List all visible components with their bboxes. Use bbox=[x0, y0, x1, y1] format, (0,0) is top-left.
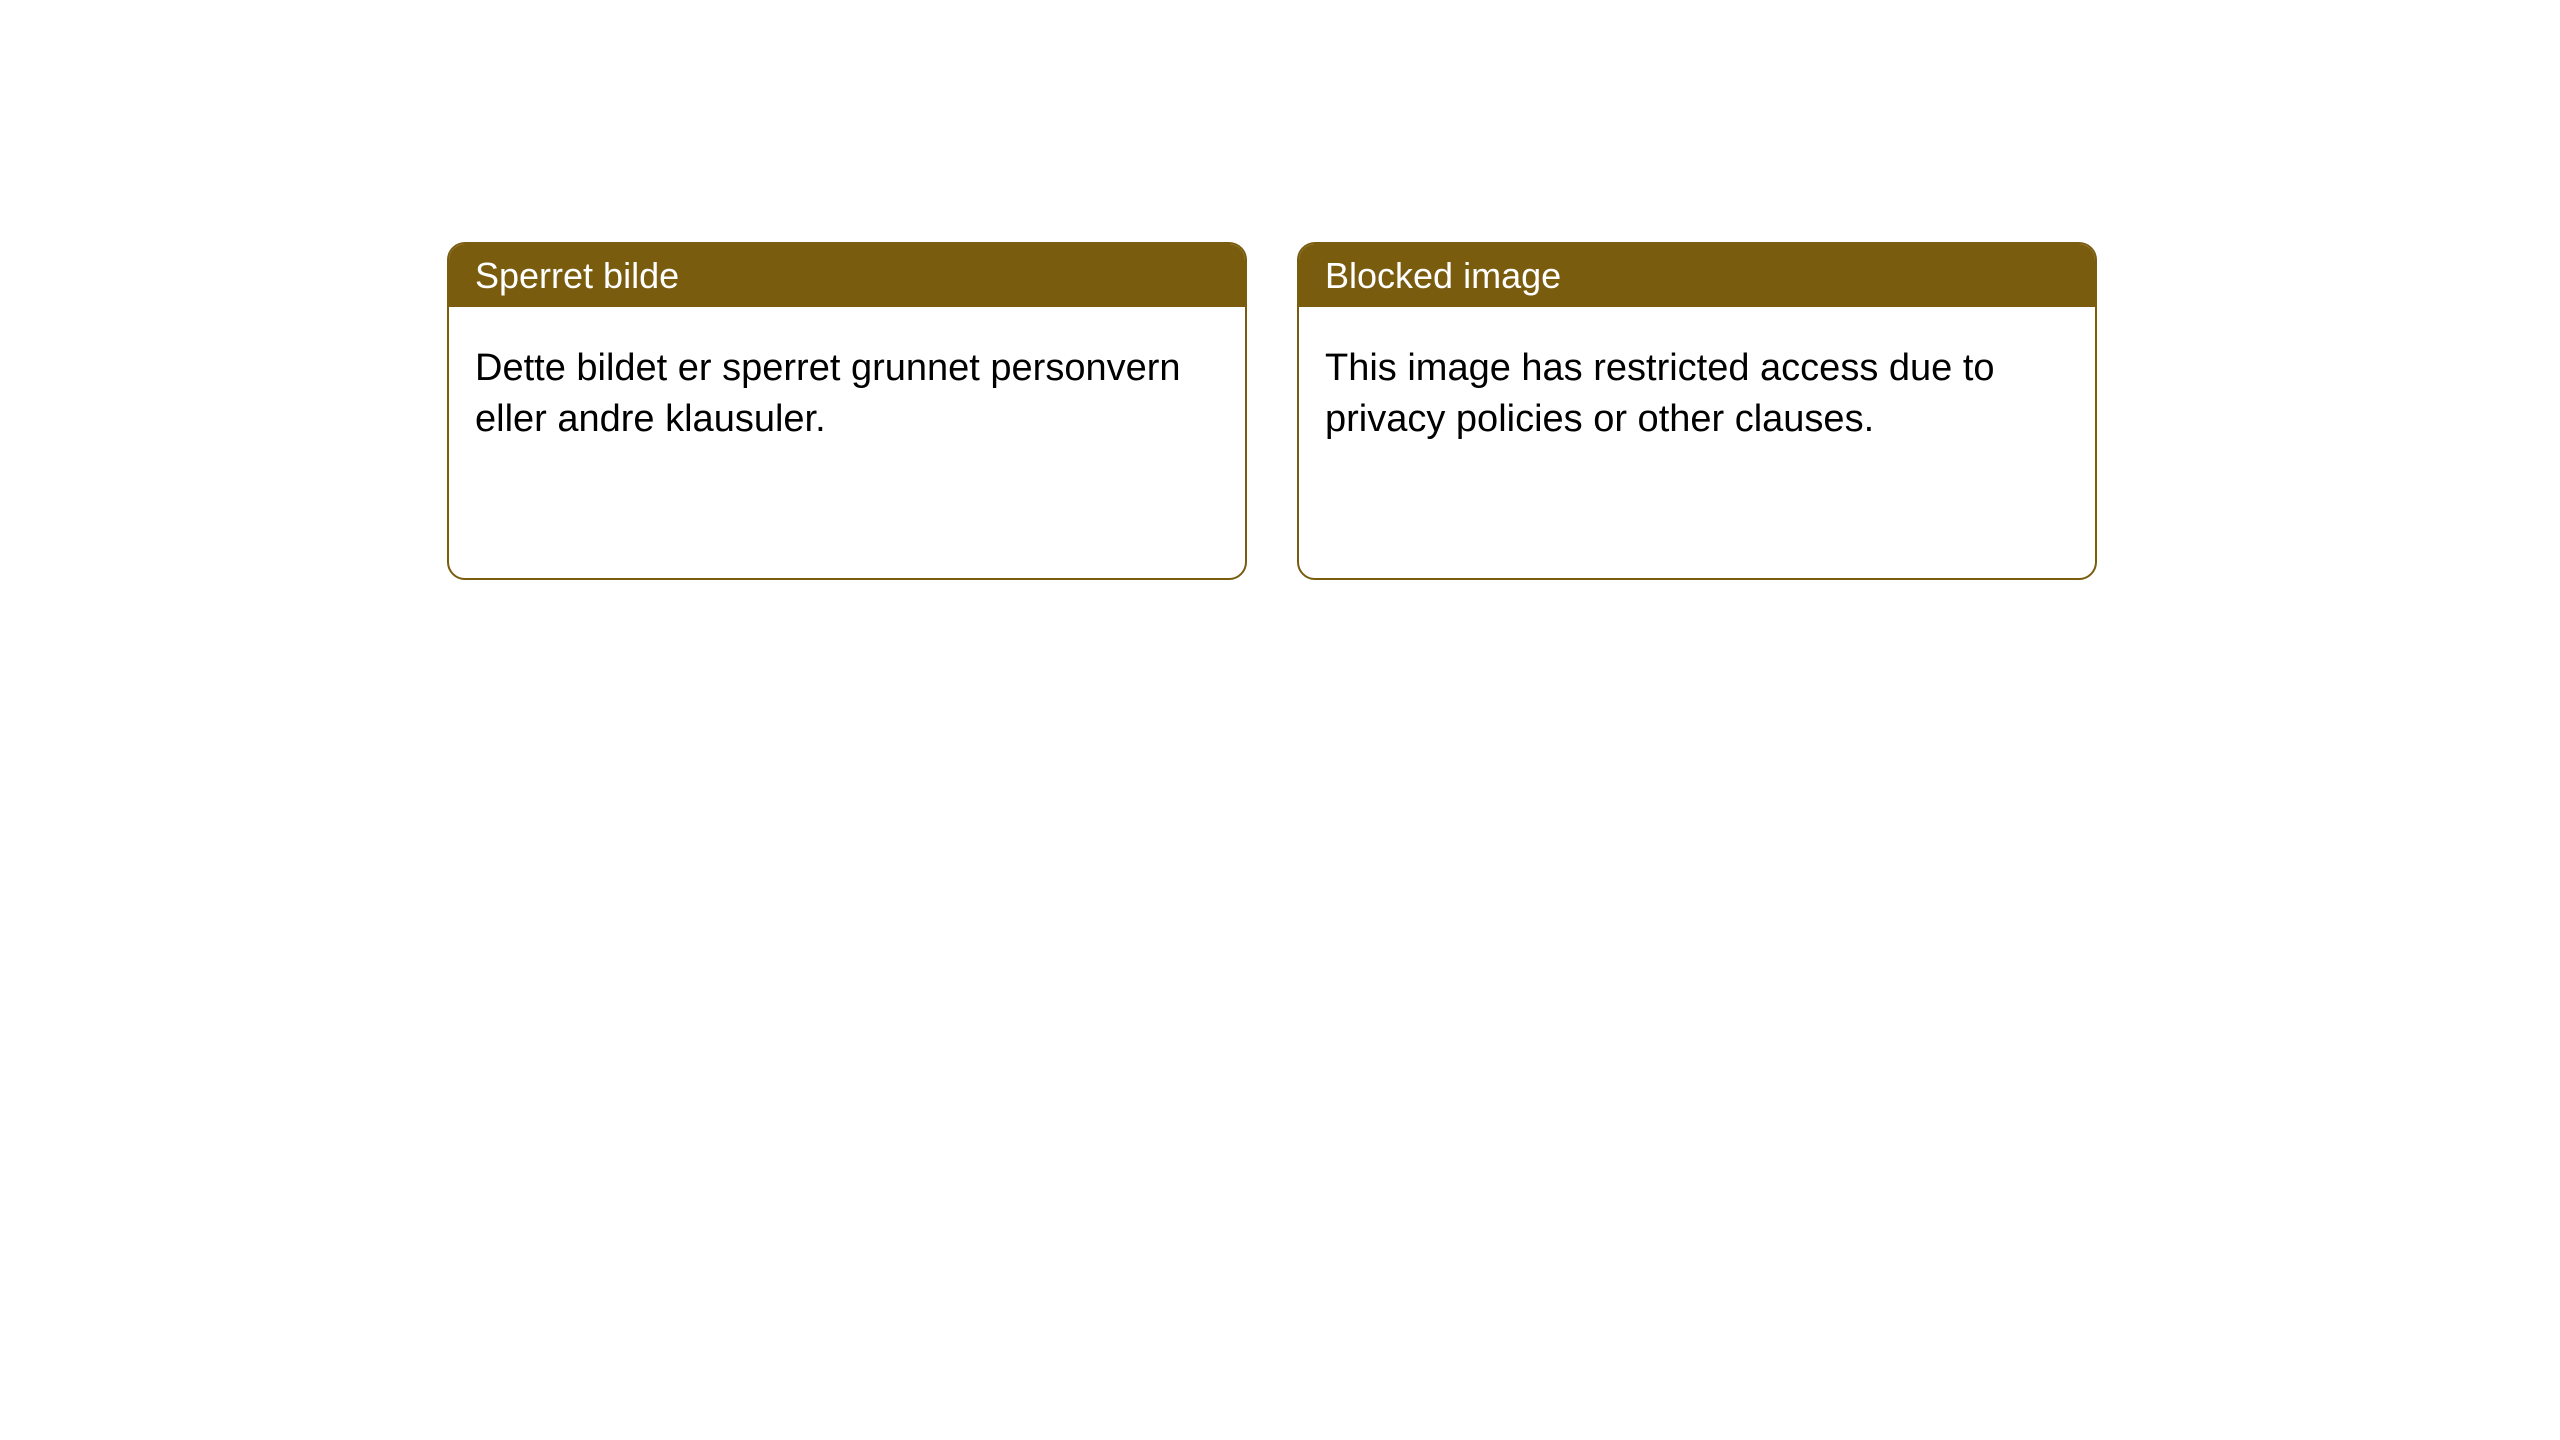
card-header-english: Blocked image bbox=[1299, 244, 2095, 307]
card-title: Sperret bilde bbox=[475, 255, 679, 296]
card-header-norwegian: Sperret bilde bbox=[449, 244, 1245, 307]
blocked-image-card-norwegian: Sperret bilde Dette bildet er sperret gr… bbox=[447, 242, 1247, 580]
card-title: Blocked image bbox=[1325, 255, 1561, 296]
notice-cards-container: Sperret bilde Dette bildet er sperret gr… bbox=[0, 0, 2560, 580]
card-message: Dette bildet er sperret grunnet personve… bbox=[475, 347, 1181, 440]
card-body-norwegian: Dette bildet er sperret grunnet personve… bbox=[449, 307, 1245, 482]
blocked-image-card-english: Blocked image This image has restricted … bbox=[1297, 242, 2097, 580]
card-message: This image has restricted access due to … bbox=[1325, 347, 1995, 440]
card-body-english: This image has restricted access due to … bbox=[1299, 307, 2095, 482]
